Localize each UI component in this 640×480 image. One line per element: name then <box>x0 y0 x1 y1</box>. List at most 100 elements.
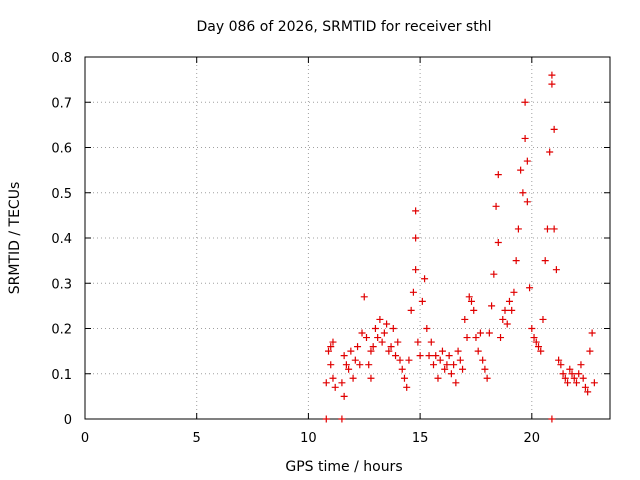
tick-labels: 0 5 10 15 20 0 0.1 0.2 0.3 0.4 0.5 0.6 0.7 0.8 <box>51 51 540 446</box>
data-point <box>523 157 531 165</box>
data-point <box>396 356 404 364</box>
data-point <box>579 374 587 382</box>
y-tick-label: 0.7 <box>51 96 72 111</box>
data-point <box>514 225 522 233</box>
data-point <box>503 320 511 328</box>
data-point <box>412 207 420 215</box>
x-tick-label: 20 <box>524 431 541 446</box>
data-point <box>488 302 496 310</box>
data-point <box>362 334 370 342</box>
data-point <box>575 370 583 378</box>
data-point <box>403 383 411 391</box>
data-point <box>367 347 375 355</box>
y-tick-label: 0.4 <box>51 232 72 247</box>
data-point <box>530 334 538 342</box>
data-point <box>586 347 594 355</box>
data-point <box>510 288 518 296</box>
y-tick-label: 0.2 <box>51 323 72 338</box>
data-point <box>566 365 574 373</box>
data-point <box>461 315 469 323</box>
data-point <box>479 356 487 364</box>
data-point <box>380 329 388 337</box>
data-point <box>494 171 502 179</box>
y-tick-label: 0.3 <box>51 277 72 292</box>
data-point <box>485 329 493 337</box>
data-point <box>570 374 578 382</box>
data-point <box>340 352 348 360</box>
y-tick-label: 0.1 <box>51 368 72 383</box>
grid-lines <box>85 57 610 419</box>
data-point <box>526 284 534 292</box>
data-point <box>548 80 556 88</box>
data-point <box>550 125 558 133</box>
data-point <box>398 365 406 373</box>
data-point <box>447 370 455 378</box>
data-point <box>358 329 366 337</box>
data-point <box>349 374 357 382</box>
data-point <box>385 347 393 355</box>
data-point <box>322 415 330 423</box>
data-point <box>414 338 422 346</box>
data-point <box>360 293 368 301</box>
y-tick-label: 0 <box>64 413 72 428</box>
data-point <box>322 379 330 387</box>
data-point <box>463 334 471 342</box>
data-point <box>389 325 397 332</box>
data-point <box>590 379 598 387</box>
data-point <box>356 361 364 369</box>
data-point <box>445 352 453 360</box>
data-point <box>338 379 346 387</box>
data-point <box>568 370 576 378</box>
data-point <box>550 225 558 233</box>
data-point <box>497 334 505 342</box>
data-point <box>452 379 460 387</box>
x-tick-label: 15 <box>412 431 429 446</box>
data-point <box>329 338 337 346</box>
data-point <box>387 343 395 351</box>
data-point <box>459 365 467 373</box>
data-point <box>490 270 498 278</box>
data-point <box>494 239 502 247</box>
data-point <box>481 365 489 373</box>
data-point <box>472 334 480 342</box>
x-tick-label: 0 <box>81 431 89 446</box>
data-point <box>367 374 375 382</box>
chart-title: Day 086 of 2026, SRMTID for receiver sth… <box>197 19 492 35</box>
data-point <box>561 374 569 382</box>
data-point <box>465 293 473 301</box>
data-point <box>342 361 350 369</box>
data-point <box>423 325 431 332</box>
data-point <box>409 288 417 296</box>
y-tick-label: 0.5 <box>51 187 72 202</box>
data-point <box>517 166 525 174</box>
data-point <box>535 343 543 351</box>
data-point <box>454 347 462 355</box>
data-point <box>427 338 435 346</box>
data-point <box>543 225 551 233</box>
data-point <box>519 189 527 197</box>
data-point <box>438 347 446 355</box>
data-point <box>416 352 424 360</box>
data-point <box>347 347 355 355</box>
data-point <box>365 361 373 369</box>
data-point <box>430 361 438 369</box>
data-point <box>557 361 565 369</box>
data-point <box>555 356 563 364</box>
data-point <box>441 365 449 373</box>
data-point <box>559 370 567 378</box>
data-point <box>378 338 386 346</box>
data-point <box>436 356 444 364</box>
data-point <box>450 361 458 369</box>
data-point <box>354 343 362 351</box>
data-point <box>537 347 545 355</box>
data-point <box>405 356 413 364</box>
x-tick-label: 5 <box>193 431 201 446</box>
data-point <box>548 71 556 79</box>
data-point <box>588 329 596 337</box>
data-point <box>508 306 516 314</box>
y-tick-label: 0.6 <box>51 142 72 157</box>
data-point <box>369 343 377 351</box>
data-point <box>456 356 464 364</box>
data-point <box>351 356 359 364</box>
